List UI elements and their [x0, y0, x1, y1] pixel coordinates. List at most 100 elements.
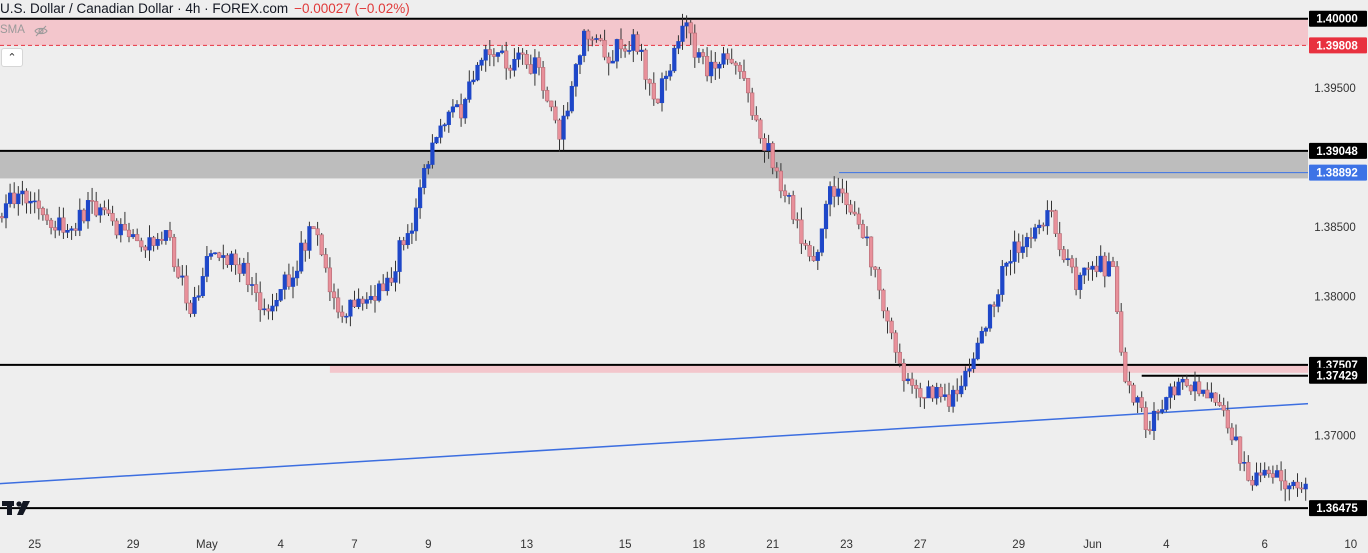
candle	[36, 189, 41, 220]
candle	[868, 236, 874, 276]
candle	[1061, 246, 1066, 263]
candle	[881, 288, 886, 319]
candle	[1238, 436, 1243, 471]
candle	[495, 52, 501, 63]
svg-text:1.39048: 1.39048	[1316, 146, 1358, 158]
candle	[401, 236, 406, 251]
candle	[709, 50, 714, 84]
candle	[1180, 375, 1185, 390]
candle	[389, 267, 394, 287]
candle	[254, 272, 259, 302]
candle	[1295, 473, 1300, 497]
zone-resistance	[0, 18, 1308, 46]
candle	[463, 97, 468, 124]
candle	[278, 289, 283, 303]
candle	[167, 221, 173, 241]
candle	[426, 160, 431, 175]
candle	[344, 313, 349, 324]
candle	[1024, 232, 1029, 258]
candle	[1217, 394, 1222, 407]
symbol-title[interactable]: U.S. Dollar / Canadian Dollar · 4h · FOR…	[0, 1, 289, 16]
candle	[294, 260, 300, 286]
candle	[114, 218, 119, 239]
candle	[446, 110, 451, 133]
candle	[586, 29, 591, 52]
candle	[1000, 259, 1005, 302]
candle	[1246, 455, 1251, 482]
candle	[1037, 219, 1042, 235]
candle	[376, 280, 382, 303]
candle	[393, 260, 398, 292]
candle	[1082, 267, 1087, 284]
candle	[118, 218, 123, 243]
candle	[143, 244, 148, 258]
sma-indicator-label[interactable]: SMA	[0, 24, 25, 36]
candle	[1283, 469, 1288, 502]
candle	[479, 57, 484, 71]
candle	[327, 257, 333, 301]
candle	[889, 317, 894, 340]
candle	[1168, 383, 1173, 409]
candle	[680, 13, 685, 50]
chevron-up-icon[interactable]: ⌃	[1, 48, 23, 67]
candle	[1094, 256, 1099, 278]
candle	[1160, 399, 1165, 415]
candle	[930, 384, 935, 402]
candle	[1123, 347, 1128, 384]
candle	[24, 188, 29, 214]
candle	[1205, 382, 1210, 399]
candle	[1078, 272, 1083, 299]
x-tick-label: 9	[425, 539, 431, 551]
candle	[1143, 401, 1148, 438]
chart-header: U.S. Dollar / Canadian Dollar · 4h · FOR…	[0, 1, 410, 16]
candle	[57, 206, 62, 236]
candle	[696, 48, 701, 64]
candle	[1184, 374, 1189, 388]
candle	[803, 239, 808, 250]
price-axis[interactable]	[1308, 0, 1368, 529]
candle	[1192, 371, 1198, 402]
candle	[1147, 420, 1152, 435]
candle	[561, 104, 566, 151]
time-axis[interactable]	[0, 529, 1368, 553]
candle	[1254, 462, 1259, 487]
trendline	[0, 399, 1368, 485]
x-tick-label: 18	[693, 539, 706, 551]
candle	[208, 249, 214, 260]
candle	[434, 136, 439, 145]
candle	[959, 375, 964, 398]
candle	[151, 235, 156, 252]
candle	[860, 219, 865, 239]
candle	[1049, 200, 1054, 218]
candle	[131, 229, 136, 239]
candle	[241, 257, 246, 276]
x-tick-label: Jun	[1083, 539, 1102, 551]
candle	[135, 228, 140, 242]
candle	[1090, 261, 1095, 281]
candle	[987, 303, 993, 332]
candle	[94, 191, 99, 218]
candle	[741, 59, 747, 82]
candle	[778, 163, 783, 199]
candle	[282, 271, 287, 300]
candle	[733, 60, 738, 75]
candle	[508, 64, 513, 79]
candle	[1266, 466, 1271, 478]
candle	[147, 225, 152, 261]
candle	[1274, 464, 1280, 478]
candle	[270, 293, 275, 321]
svg-text:1.38892: 1.38892	[1316, 168, 1358, 180]
eye-off-icon[interactable]	[34, 24, 48, 38]
candle	[704, 47, 710, 82]
candle	[290, 266, 296, 299]
candle	[229, 250, 234, 272]
candle	[721, 47, 726, 68]
candle	[180, 265, 185, 286]
zone-support	[329, 364, 1308, 373]
candle	[791, 190, 796, 225]
candle	[40, 206, 45, 221]
candle	[315, 221, 320, 246]
